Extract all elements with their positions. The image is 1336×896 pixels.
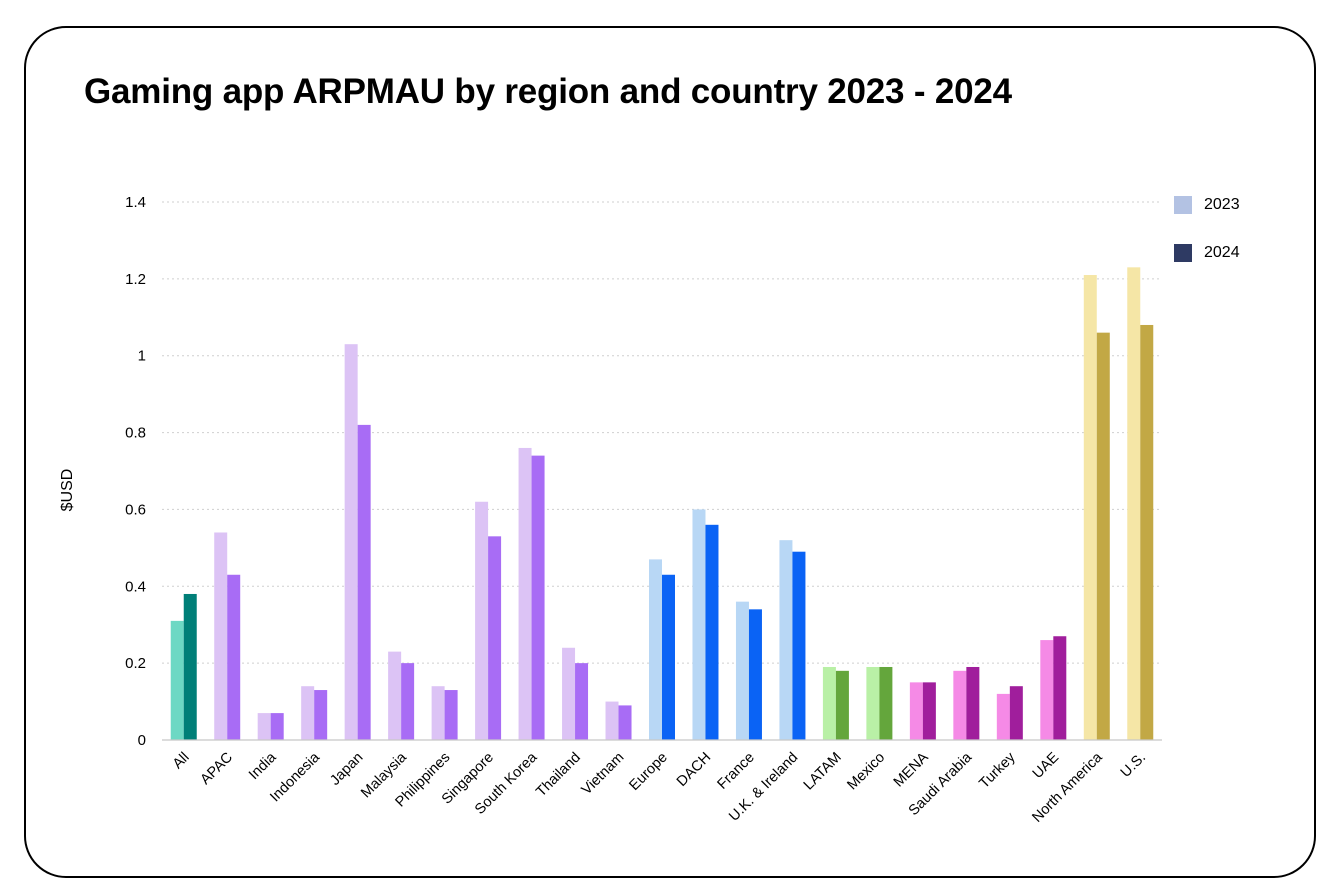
bar-2023	[779, 540, 793, 740]
x-tick-label: Thailand	[533, 750, 584, 801]
x-tick-label: Vietnam	[579, 750, 628, 799]
y-axis-title: $USD	[59, 469, 76, 512]
bar-2023	[214, 532, 228, 740]
bar-2024	[835, 670, 849, 740]
x-tick-label: APAC	[198, 750, 236, 788]
bar-2023	[735, 601, 749, 740]
legend: 2023 2024	[1174, 194, 1240, 290]
bar-2024	[1053, 636, 1067, 740]
bar-2024	[1009, 686, 1023, 740]
bar-2024	[270, 713, 284, 740]
x-tick-label: U.S.	[1118, 750, 1149, 781]
bar-2023	[1040, 640, 1054, 740]
bar-2023	[1127, 267, 1141, 740]
y-tick-label: 0	[138, 732, 146, 749]
bar-2024	[966, 666, 980, 740]
bar-2024	[357, 424, 371, 740]
y-tick-label: 1	[138, 348, 146, 365]
x-tick-label: DACH	[674, 750, 714, 790]
x-tick-label: Turkey	[976, 749, 1019, 792]
bar-2023	[866, 666, 880, 740]
bar-2023	[1083, 275, 1097, 740]
legend-item-2024: 2024	[1174, 242, 1240, 264]
bar-2024	[618, 705, 632, 740]
x-tick-label: India	[246, 749, 280, 783]
bar-2024	[879, 666, 893, 740]
bar-2023	[431, 686, 445, 740]
y-tick-label: 0.2	[125, 655, 146, 672]
bar-2024	[1140, 324, 1154, 740]
bar-2023	[301, 686, 315, 740]
chart-title: Gaming app ARPMAU by region and country …	[84, 72, 1012, 111]
bars	[170, 267, 1154, 740]
bar-2023	[518, 447, 532, 740]
bar-2023	[909, 682, 923, 740]
bar-2024	[662, 574, 675, 740]
x-tick-label: MENA	[891, 749, 932, 790]
legend-label: 2023	[1204, 196, 1240, 213]
bar-2023	[475, 501, 489, 740]
bar-2024	[444, 690, 458, 740]
y-tick-label: 1.2	[125, 271, 146, 288]
bar-2024	[314, 690, 328, 740]
bar-2024	[488, 536, 502, 740]
bar-2023	[170, 620, 184, 740]
bar-2024	[227, 574, 241, 740]
x-tick-label: France	[715, 750, 758, 793]
bar-2024	[922, 682, 936, 740]
bar-2023	[605, 701, 619, 740]
legend-swatch-2024	[1174, 244, 1192, 262]
bar-2023	[822, 666, 836, 740]
bar-2024	[575, 663, 589, 740]
bar-2023	[649, 559, 662, 740]
legend-swatch-2023	[1174, 196, 1192, 214]
bar-2023	[388, 651, 402, 740]
y-tick-label: 1.4	[125, 194, 146, 211]
bar-2023	[692, 509, 706, 740]
legend-label: 2024	[1204, 244, 1240, 261]
y-tick-label: 0.4	[125, 578, 146, 595]
bar-2024	[183, 593, 197, 740]
x-tick-label: Japan	[327, 750, 366, 789]
x-tick-label: UAE	[1030, 749, 1063, 782]
bar-2023	[562, 647, 576, 740]
bar-2023	[996, 693, 1010, 740]
bar-2023	[257, 713, 271, 740]
bar-2024	[401, 663, 415, 740]
bar-2023	[953, 670, 967, 740]
bar-2024	[792, 551, 806, 740]
y-tick-label: 0.6	[125, 501, 146, 518]
x-tick-label: Europe	[626, 750, 670, 794]
x-tick-label: All	[170, 750, 193, 773]
bar-2024	[531, 455, 545, 740]
bar-2024	[1096, 332, 1110, 740]
y-axis: 0 0.2 0.4 0.6 0.8 1 1.2 1.4	[125, 194, 146, 749]
bar-2023	[344, 344, 358, 740]
legend-item-2023: 2023	[1174, 194, 1240, 216]
bar-2024	[705, 524, 719, 740]
bar-2024	[748, 609, 762, 740]
x-tick-label: Mexico	[844, 750, 888, 794]
y-tick-label: 0.8	[125, 425, 146, 442]
x-tick-label: LATAM	[801, 750, 845, 794]
